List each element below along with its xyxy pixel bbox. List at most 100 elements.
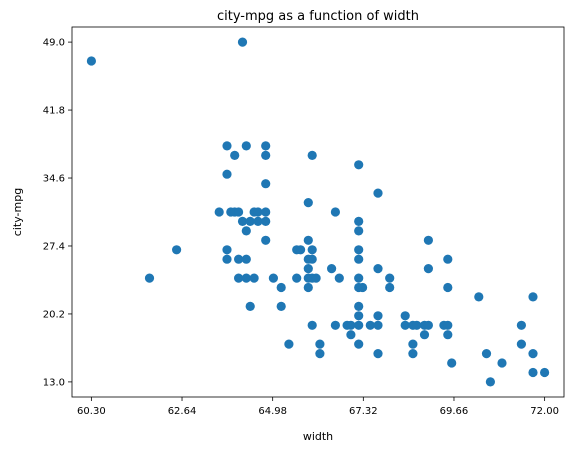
data-point [365,320,375,330]
x-axis-label: width [303,430,333,443]
data-point [443,330,453,340]
data-point [408,349,418,359]
data-point [261,235,271,245]
data-point [261,179,271,189]
data-point [303,264,313,274]
data-point [296,245,306,255]
data-points [86,37,550,387]
y-axis-label: city-mpg [11,188,24,236]
x-tick-label: 69.66 [440,406,469,417]
x-tick-label: 60.30 [77,406,106,417]
data-point [346,320,356,330]
data-point [222,254,232,264]
data-point [423,235,433,245]
data-point [330,320,340,330]
data-point [373,320,383,330]
data-point [373,188,383,198]
data-point [303,282,313,293]
data-point [354,226,364,236]
x-tick-label: 64.98 [258,406,287,417]
data-point [516,320,527,330]
y-tick-label: 41.8 [43,106,65,117]
data-point [284,339,294,349]
y-tick-label: 49.0 [43,38,65,49]
data-point [315,349,325,359]
data-point [249,273,259,283]
data-point [373,264,383,274]
y-tick-label: 34.6 [43,174,65,185]
x-axis: 60.30 62.64 64.98 67.32 69.66 72.00 [77,397,559,417]
data-point [292,273,302,283]
data-point [528,292,538,302]
data-point [234,254,244,264]
data-point [230,150,240,160]
chart-title: city-mpg as a function of width [217,9,419,24]
data-point [528,367,538,378]
data-point [373,349,383,359]
data-point [419,330,430,340]
y-axis: 13.0 20.2 27.4 34.6 41.8 49.0 [43,38,72,388]
data-point [222,169,232,179]
data-point [172,245,182,255]
data-point [222,141,232,151]
data-point [354,320,364,330]
plot-frame [71,26,565,398]
data-point [497,358,507,368]
data-point [408,339,418,349]
data-point [144,273,155,283]
data-point [385,282,395,293]
data-point [86,56,96,66]
data-point [354,301,364,311]
data-point [268,273,278,283]
data-point [412,320,422,330]
data-point [237,37,248,47]
data-point [443,282,453,293]
data-point [303,235,313,245]
data-point [241,226,251,236]
data-point [276,282,286,293]
data-point [311,273,321,283]
data-point [540,367,550,378]
data-point [354,245,364,255]
data-point [423,320,433,330]
data-point [400,311,410,321]
x-tick-label: 67.32 [349,406,378,417]
data-point [237,216,248,226]
data-point [276,301,286,311]
data-point [354,254,364,264]
data-point [346,330,356,340]
data-point [358,282,368,293]
data-point [261,141,271,151]
data-point [354,339,364,349]
data-point [234,207,244,217]
data-point [307,150,317,160]
data-point [447,358,457,368]
data-point [245,216,255,226]
data-point [241,254,251,264]
data-point [315,339,325,349]
data-point [253,207,263,217]
data-point [222,245,232,255]
data-point [481,349,492,359]
y-tick-label: 20.2 [43,309,65,320]
data-point [485,377,495,387]
data-point [261,150,271,160]
x-tick-label: 62.64 [168,406,197,417]
data-point [253,216,263,226]
data-point [385,273,395,283]
data-point [354,160,364,170]
data-point [423,264,433,274]
data-point [354,311,364,321]
data-point [327,264,337,274]
data-point [354,216,364,226]
data-point [474,292,484,302]
data-point [307,245,317,255]
data-point [400,320,410,330]
data-point [261,216,271,226]
data-point [214,207,224,217]
data-point [261,207,271,217]
data-point [443,254,453,264]
data-point [354,273,364,283]
data-point [241,141,251,151]
y-tick-label: 13.0 [43,377,65,388]
